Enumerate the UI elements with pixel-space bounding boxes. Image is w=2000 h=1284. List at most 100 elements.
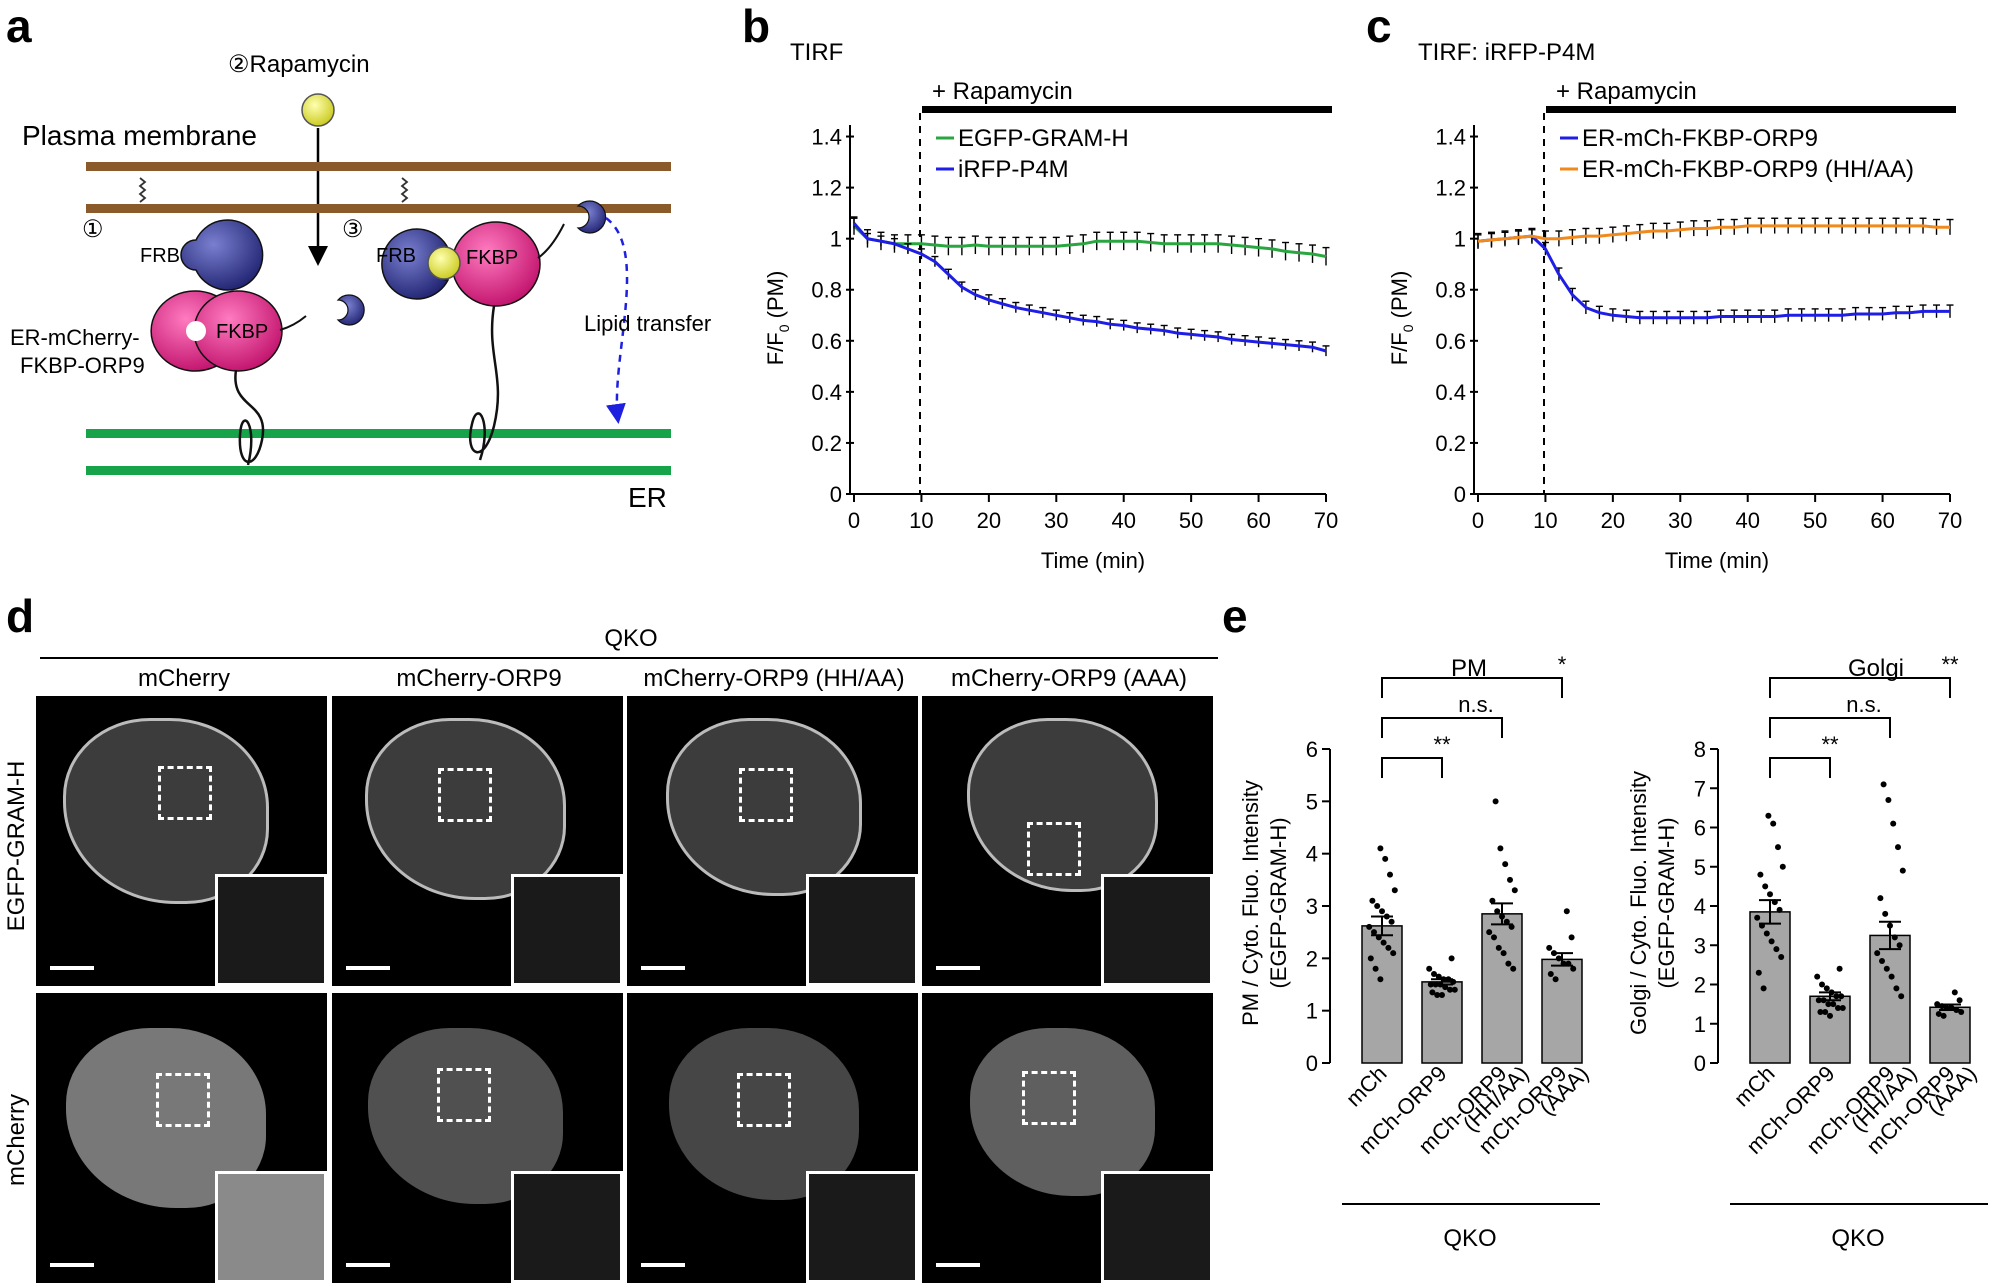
- micrograph-r1-c1-roi: [437, 1068, 491, 1122]
- bar-pm-bar-0-point-6: [1379, 908, 1385, 915]
- legend-c-label-0: ER-mCh-FKBP-ORP9: [1582, 125, 1818, 152]
- bar-golgi-bar-2-point-15: [1898, 993, 1905, 1000]
- linker-free: [279, 315, 307, 331]
- bar-golgi-bar-1-point-3: [1823, 985, 1830, 992]
- bar-pm-sig-label-2: *: [1558, 652, 1567, 677]
- bar-golgi-sig-bracket-0: [1769, 757, 1831, 778]
- bar-pm-bar-1-point-0: [1448, 955, 1455, 962]
- timecourse-chart-c: TIRF: iRFP-P4M + Rapamycin 0 0.2 0.4 0.6 0.8…: [1387, 39, 1962, 573]
- panel-label-e: e: [1222, 590, 1248, 642]
- bar-golgi-bar-3-point-8: [1935, 1010, 1942, 1017]
- chart-c-ylabel: F/F0 (PM): [1387, 271, 1416, 366]
- chart-b-ytick-label-4: 0.8: [811, 278, 842, 303]
- plasma-membrane-outer: [86, 162, 671, 171]
- chart-c-xtick-label-2: 20: [1601, 508, 1625, 533]
- chart-c-ytick-label-2: 0.4: [1435, 380, 1466, 405]
- bar-pm-bar-2-point-2: [1502, 861, 1509, 868]
- panel-d-group-label: QKO: [604, 625, 657, 652]
- bar-pm-bar-2-point-4: [1511, 887, 1518, 894]
- bar-golgi-bar-1-point-0: [1836, 965, 1843, 972]
- bar-golgi-bar-2-point-8: [1891, 934, 1898, 941]
- bar-golgi-bar-0-point-11: [1763, 930, 1770, 937]
- chart-b-series-1-line: [852, 222, 1327, 353]
- micrograph-r0-c2: [627, 696, 918, 986]
- bar-golgi-sig-label-1: n.s.: [1846, 692, 1881, 717]
- bar-pm-bar-0-point-10: [1371, 929, 1377, 936]
- micrograph-r0-c1-scalebar: [346, 966, 390, 970]
- micrograph-r1-c0-scalebar: [50, 1263, 94, 1267]
- bar-pm-bar-3-point-0: [1563, 908, 1570, 915]
- panel-d-col-0: mCherry: [138, 665, 230, 692]
- rapamycin-molecule: [301, 93, 335, 127]
- bar-golgi-bar-2-point-12: [1883, 965, 1890, 972]
- bar-golgi-bar-0-point-2: [1775, 844, 1781, 851]
- bar-pm-ytick-label-2: 2: [1306, 946, 1318, 971]
- lipid-transfer-label: Lipid transfer: [584, 311, 711, 336]
- bar-pm-ylabel-1: PM / Cyto. Fluo. Intensity: [1238, 780, 1263, 1026]
- bar-golgi-bar-2-point-13: [1888, 973, 1895, 980]
- bar-golgi-sig-label-2: **: [1941, 652, 1959, 677]
- bar-pm-bar-0-point-14: [1390, 950, 1397, 957]
- bar-pm-cat-label-0-a: mCh: [1341, 1061, 1392, 1112]
- bar-golgi-bar-3-point-1: [1956, 997, 1963, 1004]
- chart-b-treatment-bar: [922, 106, 1332, 113]
- bar-golgi-bar-3-point-2: [1934, 1001, 1941, 1008]
- bar-pm-sig-bracket-0: [1381, 757, 1443, 778]
- bar-pm-bar-0-point-4: [1369, 897, 1376, 904]
- chart-c-xtick-label-7: 70: [1938, 508, 1962, 533]
- bar-pm-bar-2-point-0: [1492, 798, 1499, 805]
- panel-d-row-0: EGFP-GRAM-H: [3, 761, 30, 932]
- micrograph-r0-c1-cell: [368, 721, 563, 897]
- chart-c-title: TIRF: iRFP-P4M: [1418, 39, 1595, 66]
- bar-pm-bar-1-point-10: [1442, 984, 1449, 991]
- bar-pm-ylabel-2: (EGFP-GRAM-H): [1266, 817, 1291, 988]
- bar-golgi-bar-2-point-6: [1882, 910, 1889, 917]
- bar-pm-bar-2-point-10: [1486, 929, 1493, 936]
- bar-pm-bar-2-point-15: [1510, 965, 1517, 972]
- chart-b-ytick-label-2: 0.4: [811, 380, 842, 405]
- bar-pm-bar-0-point-13: [1385, 944, 1392, 951]
- bar-pm-bar-0-point-0: [1377, 845, 1384, 852]
- panel-label-a: a: [6, 0, 32, 52]
- bar-golgi-bar-0-point-0: [1765, 812, 1772, 819]
- bar-pm-bar-0-point-12: [1380, 939, 1387, 946]
- bar-golgi-bar-1-point-7: [1815, 997, 1822, 1004]
- chart-c-xtick-label-6: 60: [1870, 508, 1894, 533]
- chart-c-series-1-line: [1477, 224, 1950, 243]
- bar-pm-bar-2-point-8: [1503, 918, 1510, 925]
- bar-golgi-bar-0-point-6: [1767, 891, 1773, 898]
- fkbp-label-free: FKBP: [216, 321, 268, 343]
- frb-domain-1: [180, 219, 264, 291]
- micrograph-r1-c3-roi: [1022, 1071, 1076, 1125]
- bar-golgi-bar-0-point-3: [1779, 863, 1786, 870]
- bar-golgi-bar-0-point-12: [1768, 938, 1775, 945]
- chart-b-title: TIRF: [790, 39, 843, 66]
- chart-c-ytick-label-4: 0.8: [1435, 278, 1466, 303]
- bar-golgi-bar-0: [1749, 911, 1791, 1064]
- chart-c-ytick-label-7: 1.4: [1435, 125, 1466, 150]
- chart-c-xtick-label-3: 30: [1668, 508, 1692, 533]
- bar-pm-bar-0-point-17: [1377, 976, 1384, 983]
- bar-golgi-bar-0-point-9: [1754, 914, 1761, 921]
- rapamycin-bound: [427, 246, 461, 280]
- chart-c-xtick-label-1: 10: [1533, 508, 1557, 533]
- bar-pm-bar-2-point-14: [1505, 960, 1512, 967]
- legend-b-label-1: iRFP-P4M: [958, 156, 1069, 183]
- bar-golgi-bar-0-point-13: [1773, 946, 1780, 953]
- timecourse-chart-b: TIRF + Rapamycin 0 0.2 0.4 0.6 0.8 1 1.2 1.4 0 10…: [763, 39, 1338, 573]
- bar-golgi-bar-1-point-6: [1838, 993, 1845, 1000]
- bar-golgi-ytick-label-8: 8: [1694, 737, 1706, 762]
- bar-pm-bar-0-point-3: [1391, 887, 1398, 894]
- bar-pm-bar-0-point-2: [1387, 871, 1393, 878]
- bar-golgi-ytick-label-2: 2: [1694, 973, 1706, 998]
- frb-label-3: FRB: [376, 245, 416, 267]
- bar-golgi-bar-2-point-3: [1895, 844, 1901, 851]
- chart-b-ytick-label-6: 1.2: [811, 176, 842, 201]
- chart-b-xtick-label-6: 60: [1246, 508, 1270, 533]
- chart-c-treatment-bar: [1546, 106, 1956, 113]
- bar-golgi-bar-2-point-1: [1885, 797, 1892, 804]
- panel-d-col-2: mCherry-ORP9 (HH/AA): [643, 665, 904, 692]
- bar-pm-bar-3-point-1: [1568, 934, 1575, 941]
- bar-pm-sig-bracket-1: [1381, 717, 1503, 738]
